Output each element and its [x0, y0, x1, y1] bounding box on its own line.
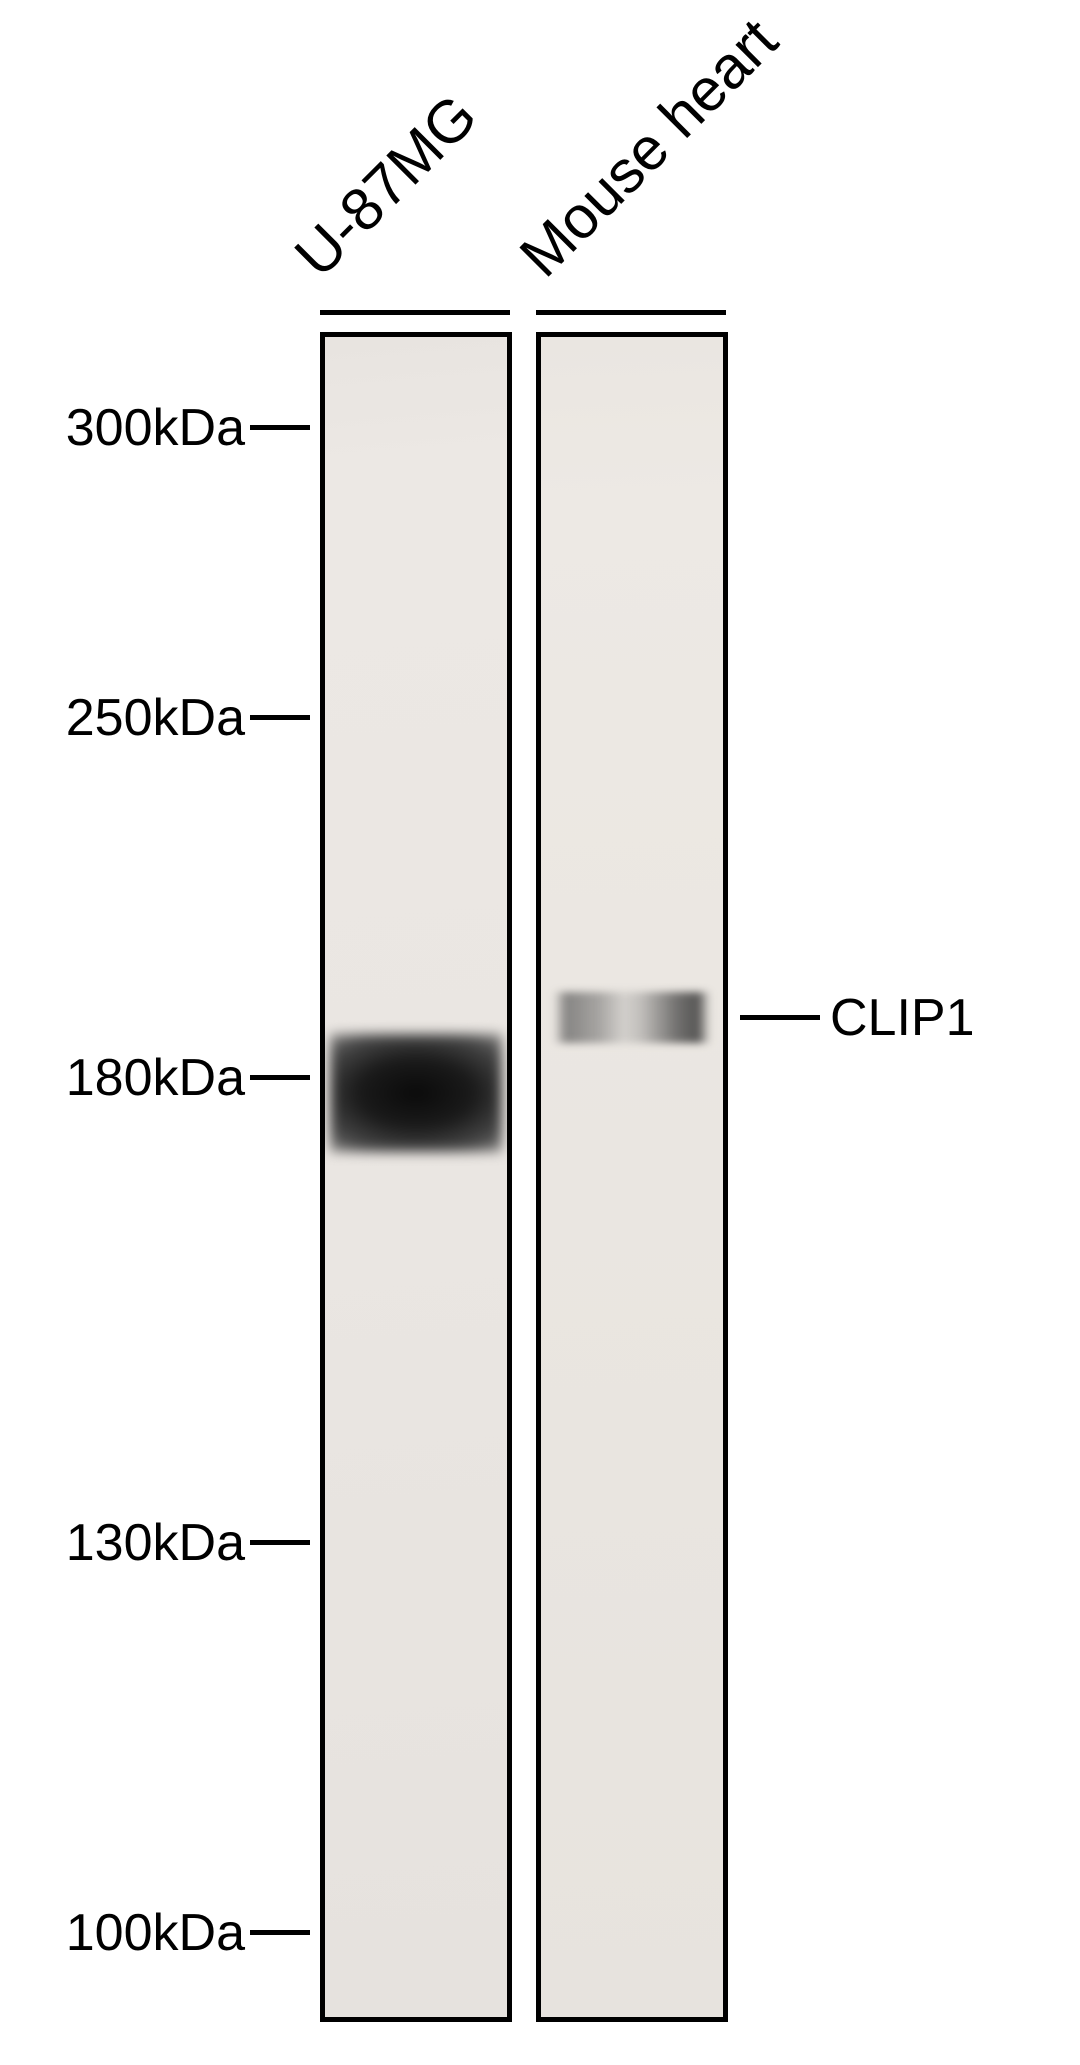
- lane-label-1: U-87MG: [281, 81, 490, 290]
- marker-label-180: 180kDa: [66, 1048, 245, 1108]
- lane-underline-1: [320, 310, 510, 315]
- marker-label-250: 250kDa: [66, 688, 245, 748]
- marker-label-300: 300kDa: [66, 398, 245, 458]
- protein-label: CLIP1: [830, 988, 975, 1048]
- marker-tick-300: [250, 425, 310, 430]
- lane-2-band-1: [550, 992, 714, 1042]
- marker-label-100: 100kDa: [66, 1903, 245, 1963]
- marker-tick-100: [250, 1930, 310, 1935]
- marker-label-130: 130kDa: [66, 1513, 245, 1573]
- marker-tick-180: [250, 1075, 310, 1080]
- lane-label-2: Mouse heart: [506, 5, 791, 290]
- lane-2-bg: [541, 337, 723, 2017]
- lane-underline-2: [536, 310, 726, 315]
- marker-tick-130: [250, 1540, 310, 1545]
- lane-1-bg: [325, 337, 507, 2017]
- lane-1: [320, 332, 512, 2022]
- lane-1-band-1: [330, 1034, 501, 1152]
- blot-container: U-87MG Mouse heart 300kDa 250kDa 180kDa …: [0, 0, 1080, 2065]
- marker-tick-250: [250, 715, 310, 720]
- lane-2: [536, 332, 728, 2022]
- protein-tick: [740, 1015, 820, 1020]
